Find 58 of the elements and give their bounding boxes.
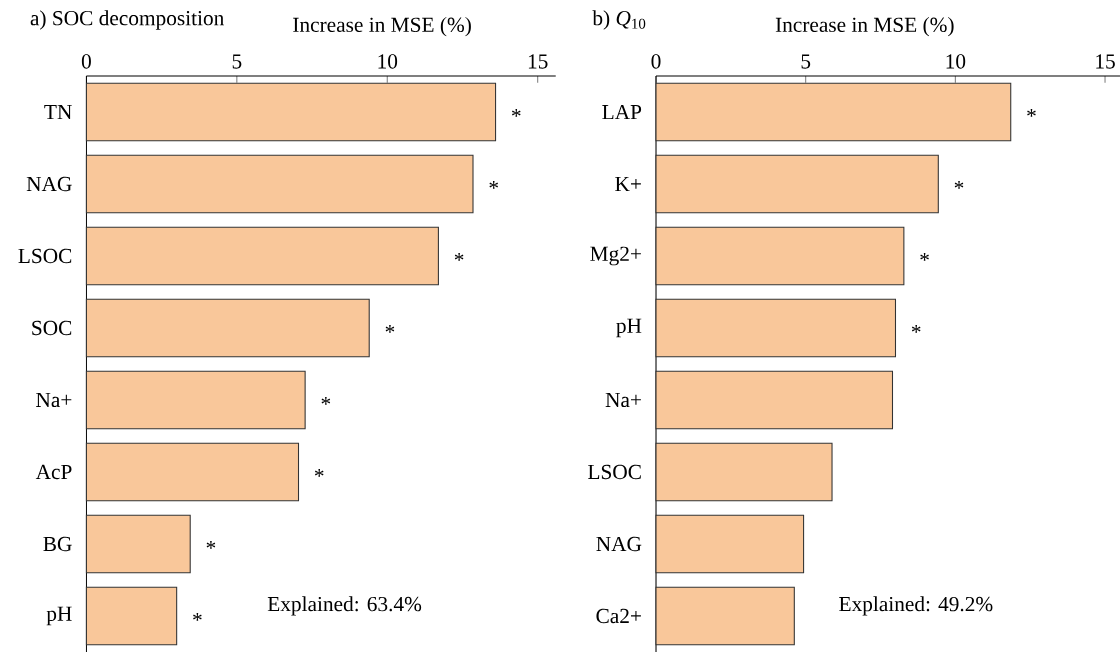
- y-tick-label: BG: [43, 536, 72, 552]
- annotation: *: [511, 109, 521, 117]
- bar: [655, 154, 939, 214]
- y-tick-label: pH: [616, 318, 642, 338]
- y-tick-label: Na+: [605, 392, 641, 408]
- bar: [85, 226, 439, 286]
- bar: [655, 298, 897, 358]
- annotation: *: [920, 253, 929, 261]
- y-tick-label: Ca2+: [596, 608, 641, 624]
- y-tick-label: Mg2+: [590, 246, 641, 266]
- bar: [85, 370, 306, 430]
- bar: [655, 586, 795, 646]
- annotation: *: [385, 325, 395, 333]
- x-tick-label: 0: [81, 54, 91, 69]
- y-tick-label: NAG: [26, 176, 72, 192]
- bar: [85, 82, 497, 142]
- bar: [655, 226, 905, 286]
- annotation: *: [911, 325, 921, 333]
- annotation: *: [954, 181, 964, 189]
- y-tick-label: NAG: [596, 536, 642, 552]
- annotation: *: [314, 469, 324, 477]
- x-tick-label: 10: [946, 54, 966, 69]
- bar: [85, 154, 474, 214]
- x-tick-label: 15: [1096, 54, 1115, 69]
- x-axis-title: Increase in MSE (%): [293, 16, 471, 37]
- y-tick-label: K+: [615, 177, 641, 191]
- annotation: *: [454, 253, 464, 261]
- x-tick-label: 15: [528, 54, 548, 69]
- annotation: *: [321, 397, 331, 405]
- x-tick-label: 5: [801, 54, 811, 69]
- y-tick-label: LSOC: [18, 248, 72, 264]
- bar: [85, 442, 300, 502]
- x-axis-title: Increase in MSE (%): [775, 16, 954, 37]
- annotation: Explained: 49.2%: [839, 596, 993, 616]
- annotation: *: [206, 541, 216, 549]
- bar: [655, 370, 894, 430]
- annotation: *: [489, 181, 499, 189]
- y-tick-label: LSOC: [588, 464, 641, 480]
- chart-title: a) SOC decomposition: [30, 10, 225, 30]
- x-tick-label: 5: [232, 54, 242, 69]
- x-tick-label: 10: [378, 54, 398, 69]
- bar: [85, 586, 178, 646]
- bar: [85, 514, 191, 574]
- annotation: Explained: 63.4%: [267, 596, 422, 616]
- x-tick-label: 0: [651, 54, 661, 69]
- y-tick-label: pH: [46, 606, 72, 626]
- y-tick-label: AcP: [35, 464, 72, 480]
- bar: [655, 82, 1012, 142]
- annotation: *: [1027, 109, 1036, 117]
- y-tick-label: LAP: [602, 104, 642, 120]
- bar: [655, 514, 805, 574]
- y-tick-label: SOC: [32, 320, 72, 336]
- y-tick-label: Na+: [36, 392, 72, 408]
- y-tick-label: TN: [44, 105, 72, 119]
- bar: [655, 442, 833, 502]
- annotation: *: [193, 613, 202, 621]
- chart-title: b) Q$_{10}$: [592, 10, 646, 30]
- bar: [85, 298, 370, 358]
